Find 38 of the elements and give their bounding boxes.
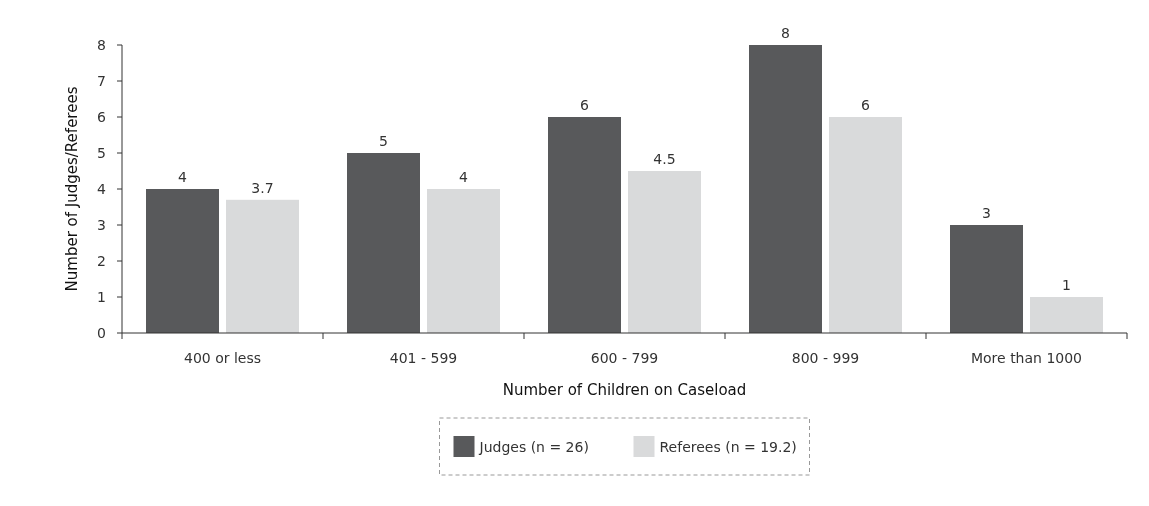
y-axis-title: Number of Judges/Referees bbox=[63, 86, 81, 292]
bar bbox=[1030, 297, 1103, 333]
y-tick-label: 4 bbox=[97, 181, 107, 197]
data-label: 3 bbox=[982, 205, 991, 221]
bar bbox=[548, 117, 621, 333]
y-tick-label: 1 bbox=[97, 289, 106, 305]
data-label: 6 bbox=[861, 97, 871, 113]
bar bbox=[829, 117, 902, 333]
bar bbox=[427, 189, 500, 333]
x-tick-label: 800 - 999 bbox=[791, 350, 860, 366]
data-label: 8 bbox=[781, 25, 790, 41]
data-label: 4 bbox=[178, 169, 188, 185]
x-tick-label: 600 - 799 bbox=[590, 350, 659, 366]
data-label: 3.7 bbox=[251, 179, 274, 196]
data-label: 4.5 bbox=[653, 151, 676, 167]
bar bbox=[628, 171, 701, 333]
y-tick-label: 7 bbox=[97, 73, 106, 89]
x-tick-label: 401 - 599 bbox=[389, 350, 458, 366]
y-tick-label: 3 bbox=[97, 217, 106, 233]
y-tick-label: 2 bbox=[97, 253, 106, 269]
data-label: 1 bbox=[1062, 277, 1071, 293]
bar bbox=[749, 45, 822, 333]
x-tick-label: More than 1000 bbox=[970, 350, 1083, 366]
data-label: 5 bbox=[379, 133, 388, 149]
y-tick-label: 5 bbox=[97, 145, 106, 161]
x-tick-label: 400 or less bbox=[183, 350, 262, 366]
bar bbox=[950, 225, 1023, 333]
data-label: 6 bbox=[580, 97, 590, 113]
bar bbox=[226, 199, 299, 333]
y-tick-label: 0 bbox=[97, 325, 106, 341]
y-tick-label: 8 bbox=[97, 37, 106, 53]
legend-label: Judges (n = 26) bbox=[478, 439, 589, 455]
bar bbox=[347, 153, 420, 333]
bar bbox=[146, 189, 219, 333]
legend-label: Referees (n = 19.2) bbox=[659, 439, 797, 455]
data-label: 4 bbox=[459, 169, 469, 185]
y-tick-label: 6 bbox=[97, 109, 107, 125]
x-axis-title: Number of Children on Caseload bbox=[502, 381, 747, 399]
